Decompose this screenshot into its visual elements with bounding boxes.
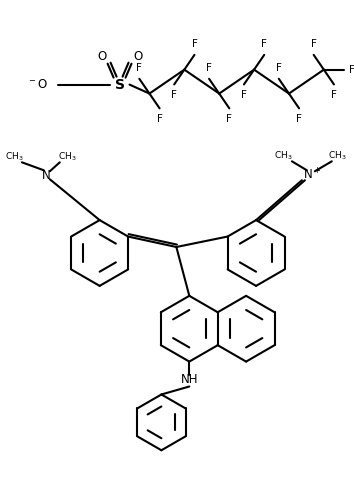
Text: N$^+$: N$^+$ <box>303 168 321 183</box>
Text: CH$_3$: CH$_3$ <box>5 150 23 163</box>
Text: F: F <box>206 63 212 73</box>
Text: F: F <box>311 39 316 49</box>
Text: F: F <box>192 39 198 49</box>
Text: $^-$O: $^-$O <box>27 78 48 91</box>
Text: N: N <box>41 169 50 182</box>
Text: F: F <box>296 114 302 124</box>
Text: F: F <box>157 114 162 124</box>
Text: F: F <box>276 63 282 73</box>
Text: CH$_3$: CH$_3$ <box>58 150 77 163</box>
Text: F: F <box>136 63 142 73</box>
Text: F: F <box>171 90 177 100</box>
Text: F: F <box>241 90 247 100</box>
Text: F: F <box>227 114 232 124</box>
Text: F: F <box>261 39 267 49</box>
Text: F: F <box>349 65 354 75</box>
Text: CH$_3$: CH$_3$ <box>329 149 347 162</box>
Text: CH$_3$: CH$_3$ <box>274 149 292 162</box>
Text: F: F <box>331 90 337 100</box>
Text: S: S <box>115 78 125 92</box>
Text: O: O <box>133 50 142 63</box>
Text: NH: NH <box>181 373 198 386</box>
Text: O: O <box>97 50 106 63</box>
